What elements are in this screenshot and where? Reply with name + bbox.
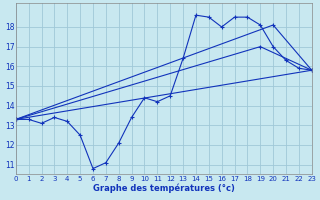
X-axis label: Graphe des températures (°c): Graphe des températures (°c) [93, 183, 235, 193]
